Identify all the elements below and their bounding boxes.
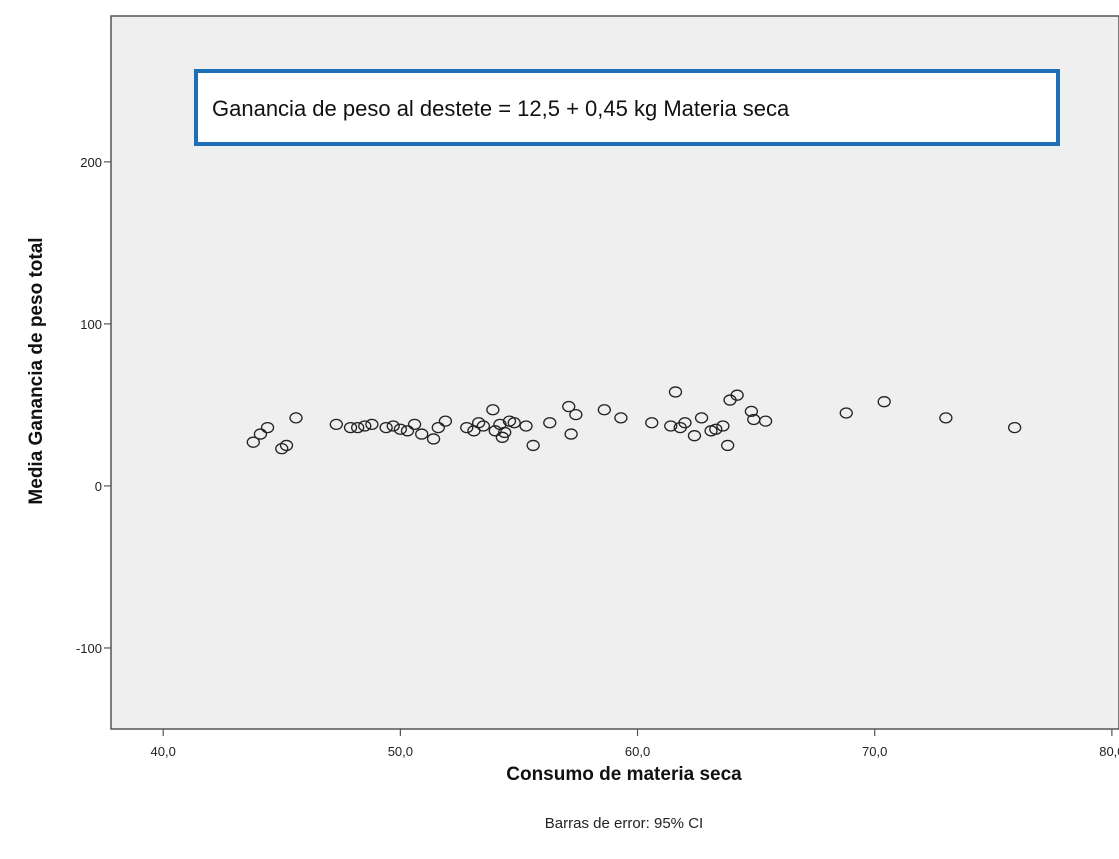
data-point — [758, 415, 773, 427]
data-point — [597, 404, 611, 416]
data-point — [498, 426, 512, 439]
x-tick-label: 60,0 — [625, 744, 650, 759]
data-point — [526, 439, 540, 452]
data-point — [488, 425, 502, 437]
data-point — [400, 425, 415, 437]
equation-box — [194, 69, 1060, 146]
data-point — [393, 423, 408, 435]
data-point — [687, 430, 702, 442]
data-point — [721, 439, 735, 452]
data-point — [562, 400, 576, 413]
y-tick-label: 100 — [80, 317, 102, 332]
data-point — [415, 428, 429, 440]
y-axis-title: Media Ganancia de peso total — [26, 237, 47, 504]
data-point — [839, 407, 853, 419]
data-point — [507, 417, 521, 429]
data-point — [460, 421, 474, 434]
data-point — [246, 436, 260, 448]
data-point — [386, 420, 400, 432]
equation-annotation: Ganancia de peso al destete = 12,5 + 0,4… — [194, 69, 1060, 146]
y-axis-ticks: -100 0 100 200 — [76, 155, 111, 656]
data-point — [431, 421, 445, 434]
x-tick-label: 40,0 — [151, 744, 176, 759]
data-point — [569, 408, 583, 421]
data-point — [275, 443, 289, 455]
data-point — [709, 423, 723, 435]
data-point — [877, 396, 891, 408]
error-bars-note: Barras de error: 95% CI — [545, 815, 703, 832]
data-point — [694, 412, 709, 424]
data-point — [939, 412, 953, 424]
data-point — [476, 420, 491, 432]
data-point — [668, 386, 683, 398]
data-point — [1007, 421, 1022, 434]
x-tick-label: 50,0 — [388, 744, 413, 759]
data-point — [260, 421, 275, 434]
x-tick-label: 80,0 — [1099, 744, 1119, 759]
data-point — [358, 420, 372, 432]
data-point — [438, 415, 453, 427]
data-point — [343, 421, 358, 434]
data-point — [664, 420, 678, 432]
y-tick-label: 200 — [80, 155, 102, 170]
x-axis-ticks: 40,0 50,0 60,0 70,0 80,0 — [151, 729, 1119, 759]
x-tick-label: 70,0 — [862, 744, 887, 759]
data-point — [495, 431, 509, 443]
data-point — [365, 418, 379, 431]
data-point — [543, 417, 557, 429]
equation-text: Ganancia de peso al destete = 12,5 + 0,4… — [212, 96, 790, 121]
y-tick-label: 0 — [95, 479, 102, 494]
data-point — [253, 428, 268, 440]
data-point — [289, 412, 303, 424]
data-point — [645, 417, 659, 429]
data-point — [614, 412, 628, 424]
data-points — [246, 386, 1022, 455]
data-point — [379, 421, 393, 434]
y-tick-label: -100 — [76, 641, 102, 656]
data-point — [519, 420, 533, 432]
data-point — [730, 389, 744, 401]
data-point — [426, 433, 441, 445]
data-point — [329, 418, 343, 431]
data-point — [407, 418, 422, 431]
data-point — [564, 428, 578, 440]
data-point — [486, 404, 500, 416]
x-axis-title: Consumo de materia seca — [506, 764, 742, 785]
data-point — [471, 417, 486, 429]
data-point — [744, 405, 759, 418]
data-point — [279, 439, 294, 452]
data-point — [716, 420, 730, 432]
data-point — [678, 417, 692, 429]
data-point — [351, 421, 365, 434]
